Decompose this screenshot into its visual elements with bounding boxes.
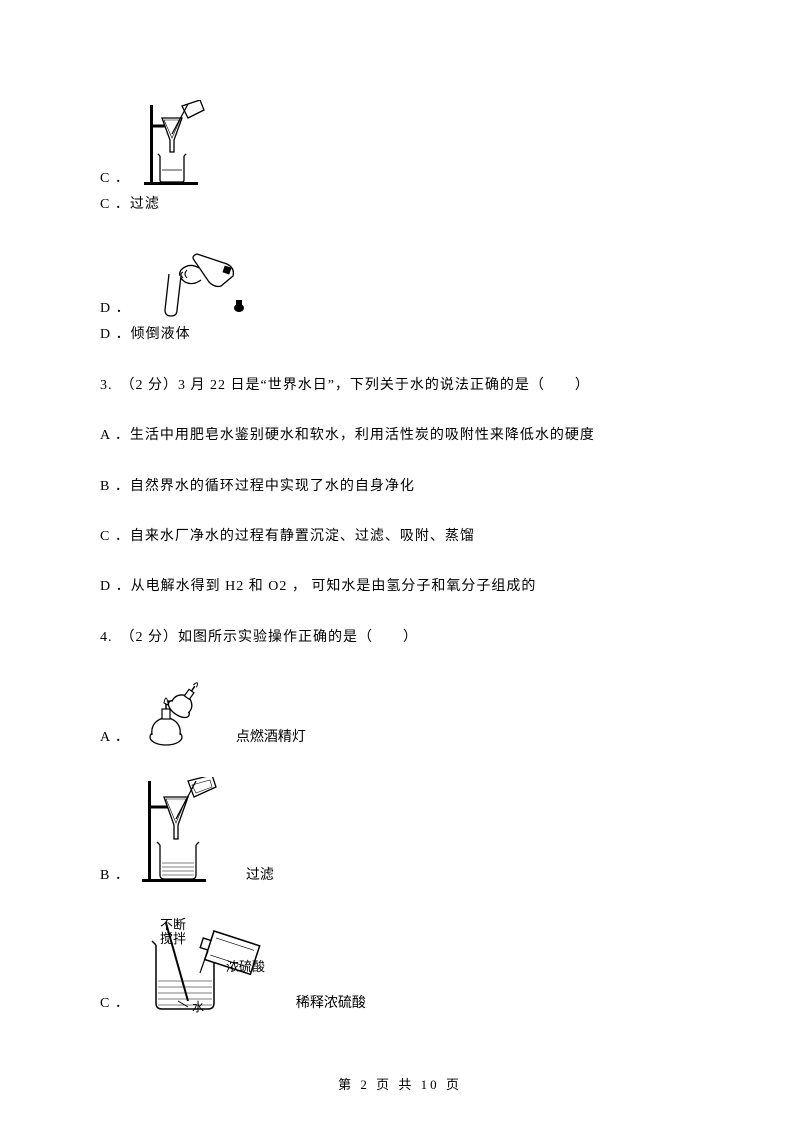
filtration-diagram-2 <box>138 777 228 887</box>
dilute-acid-diagram: 不断 搅拌 浓硫酸 水 <box>138 915 278 1015</box>
alcohol-lamp-diagram <box>138 677 218 749</box>
q2-d-letter: D ． <box>100 298 131 320</box>
q2-d-label-line: 倾倒液体 D ．倾倒液体 <box>100 324 700 346</box>
q2-c-label: C ．过滤 <box>100 197 160 212</box>
q3-stem: 3. （2 分）3 月 22 日是“世界水日”，下列关于水的说法正确的是（ ） <box>100 375 700 397</box>
q2-option-d: D ． <box>100 250 700 320</box>
label-top: 不断 <box>160 917 186 932</box>
label-bottom: 水 <box>192 1000 204 1014</box>
q3-option-d: D ．从电解水得到 H2 和 O2 ， 可知水是由氢分子和氧分子组成的 <box>100 576 700 598</box>
q2-c-label-line: C ．过滤 <box>100 194 700 216</box>
q3-option-b: B ．自然界水的循环过程中实现了水的自身净化 <box>100 476 700 498</box>
q4-option-a: A ． 点燃酒精灯 <box>100 677 700 749</box>
q4-c-letter: C ． <box>100 993 130 1015</box>
filtration-diagram-1 <box>138 100 218 190</box>
q2-c-letter: C ． <box>100 168 130 190</box>
label-mid: 搅拌 <box>160 931 186 946</box>
q3-option-a: A ．生活中用肥皂水鉴别硬水和软水，利用活性炭的吸附性来降低水的硬度 <box>100 425 700 447</box>
footer-suffix: 页 <box>446 1077 462 1092</box>
footer-current: 2 <box>360 1077 370 1092</box>
q4-option-c: C ． <box>100 915 700 1015</box>
q3-option-c: C ．自来水厂净水的过程有静置沉淀、过滤、吸附、蒸馏 <box>100 526 700 548</box>
pouring-liquid-diagram <box>139 250 259 320</box>
q4-b-text: 过滤 <box>246 865 274 887</box>
footer-prefix: 第 <box>338 1077 354 1092</box>
q4-a-letter: A ． <box>100 727 130 749</box>
q4-c-text: 稀释浓硫酸 <box>296 993 366 1015</box>
q2-option-c: C ． 过滤 <box>100 100 700 190</box>
q4-b-letter: B ． <box>100 865 130 887</box>
q4-stem: 4. （2 分）如图所示实验操作正确的是（ ） <box>100 627 700 649</box>
footer-mid: 页 共 <box>376 1077 414 1092</box>
page-footer: 第 2 页 共 10 页 <box>0 1075 800 1096</box>
q4-a-text: 点燃酒精灯 <box>236 727 306 749</box>
footer-total: 10 <box>421 1077 440 1092</box>
label-right: 浓硫酸 <box>226 959 265 974</box>
q4-option-b: B ． 过滤 <box>100 777 700 887</box>
